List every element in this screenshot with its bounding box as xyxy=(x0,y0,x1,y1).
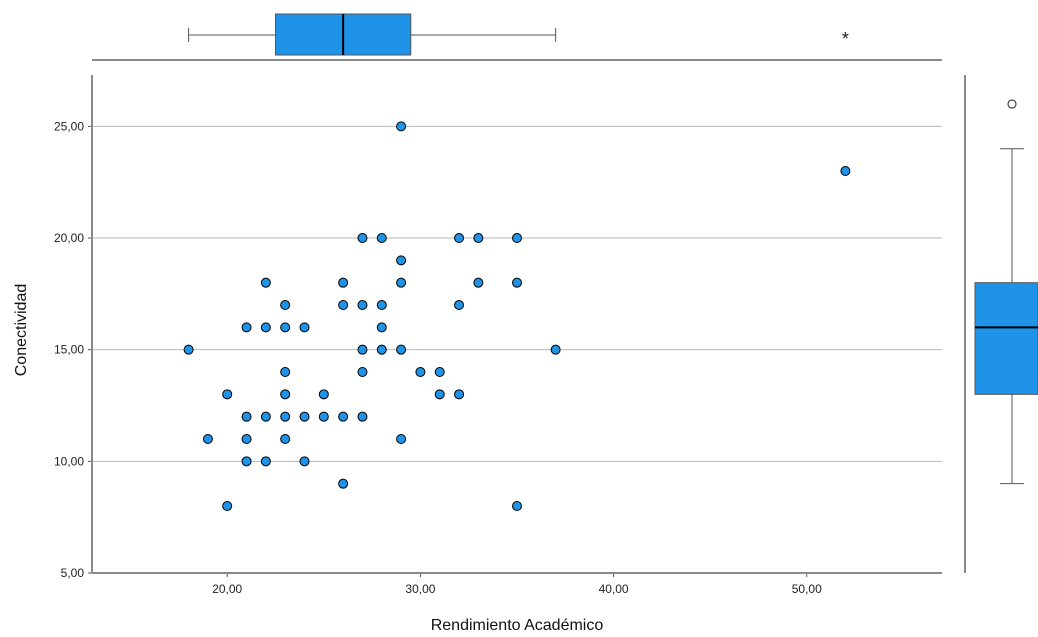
data-point xyxy=(241,456,252,467)
data-point xyxy=(357,411,368,422)
x-axis-title: Rendimiento Académico xyxy=(431,617,604,634)
data-point xyxy=(241,411,252,422)
y-tick-label: 15,00 xyxy=(54,343,84,357)
data-point xyxy=(357,367,368,378)
y-boxplot-outlier xyxy=(1007,99,1017,109)
data-point xyxy=(454,300,465,311)
data-point xyxy=(357,344,368,355)
data-point xyxy=(396,434,407,445)
data-point xyxy=(376,344,387,355)
data-point xyxy=(280,300,291,311)
data-point xyxy=(280,322,291,333)
x-tick-label: 40,00 xyxy=(599,582,629,596)
x-marginal-boxplot: * xyxy=(92,13,942,61)
data-point xyxy=(473,277,484,288)
data-point xyxy=(280,411,291,422)
data-point xyxy=(376,300,387,311)
axes xyxy=(88,75,942,577)
data-point xyxy=(396,255,407,266)
data-point xyxy=(280,367,291,378)
data-point xyxy=(241,434,252,445)
y-tick-label: 10,00 xyxy=(54,454,84,468)
y-axis-title: Conectividad xyxy=(13,284,30,377)
data-point xyxy=(512,277,522,288)
data-point xyxy=(454,233,465,244)
data-points xyxy=(183,121,851,512)
data-point xyxy=(396,344,407,355)
data-point xyxy=(512,501,522,512)
data-point xyxy=(260,277,271,288)
data-point xyxy=(299,456,310,467)
data-point xyxy=(454,389,465,400)
data-point xyxy=(241,322,252,333)
x-tick-label: 30,00 xyxy=(405,582,435,596)
data-point xyxy=(338,411,349,422)
data-point xyxy=(299,322,310,333)
data-point xyxy=(338,478,349,489)
data-point xyxy=(357,233,368,244)
x-boxplot-extreme-outlier: * xyxy=(842,29,849,49)
x-tick-label: 50,00 xyxy=(792,582,822,596)
data-point xyxy=(550,344,561,355)
data-point xyxy=(840,166,851,177)
data-point xyxy=(280,389,291,400)
data-point xyxy=(376,322,387,333)
data-point xyxy=(260,456,271,467)
data-point xyxy=(396,121,407,132)
y-tick-label: 5,00 xyxy=(61,566,85,580)
data-point xyxy=(357,300,368,311)
data-point xyxy=(260,322,271,333)
data-point xyxy=(396,277,407,288)
x-tick-label: 20,00 xyxy=(212,582,242,596)
y-marginal-boxplot xyxy=(964,75,1038,573)
data-point xyxy=(473,233,484,244)
data-point xyxy=(183,344,194,355)
data-point xyxy=(280,434,291,445)
data-point xyxy=(318,389,329,400)
data-point xyxy=(338,300,349,311)
data-point xyxy=(512,233,522,244)
y-tick-label: 25,00 xyxy=(54,119,84,133)
tick-labels: 5,00 10,00 15,00 20,00 25,00 20,00 30,00 40,00 5… xyxy=(54,119,822,596)
data-point xyxy=(376,233,387,244)
data-point xyxy=(338,277,349,288)
data-point xyxy=(299,411,310,422)
data-point xyxy=(415,367,426,378)
y-boxplot-box xyxy=(974,282,1038,395)
y-tick-label: 20,00 xyxy=(54,231,84,245)
data-point xyxy=(222,501,233,512)
data-point xyxy=(202,434,213,445)
data-point xyxy=(260,411,271,422)
data-point xyxy=(434,389,445,400)
data-point xyxy=(222,389,233,400)
data-point xyxy=(434,367,445,378)
data-point xyxy=(318,411,329,422)
grid-lines xyxy=(92,125,942,462)
